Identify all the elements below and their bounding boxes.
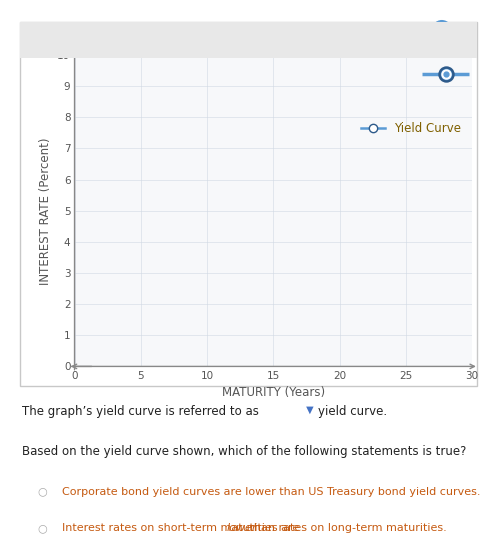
- Text: The graph’s yield curve is referred to as: The graph’s yield curve is referred to a…: [22, 405, 259, 418]
- Text: Corporate bond yield curves are lower than US Treasury bond yield curves.: Corporate bond yield curves are lower th…: [62, 487, 481, 496]
- Text: ○: ○: [37, 487, 47, 496]
- Text: yield curve.: yield curve.: [318, 405, 387, 418]
- Legend: Yield Curve: Yield Curve: [357, 117, 466, 139]
- Text: ▼: ▼: [303, 405, 314, 415]
- Text: ?: ?: [438, 28, 446, 42]
- Y-axis label: INTEREST RATE (Percent): INTEREST RATE (Percent): [39, 137, 52, 284]
- Text: lower: lower: [226, 523, 256, 533]
- X-axis label: MATURITY (Years): MATURITY (Years): [222, 386, 325, 399]
- Text: than rates on long-term maturities.: than rates on long-term maturities.: [246, 523, 447, 533]
- Text: Interest rates on short-term maturities are: Interest rates on short-term maturities …: [62, 523, 303, 533]
- Text: Based on the yield curve shown, which of the following statements is true?: Based on the yield curve shown, which of…: [22, 445, 467, 458]
- Text: ○: ○: [37, 523, 47, 533]
